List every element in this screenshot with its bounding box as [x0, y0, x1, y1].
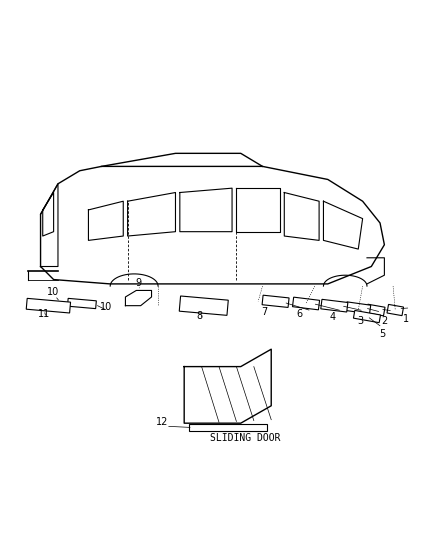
Text: SLIDING DOOR: SLIDING DOOR [210, 433, 280, 443]
Text: 1: 1 [403, 314, 409, 324]
Bar [179, 296, 228, 316]
Bar [26, 298, 71, 313]
Bar [262, 295, 289, 308]
Text: 4: 4 [329, 312, 335, 321]
Text: 3: 3 [357, 316, 364, 326]
Text: 6: 6 [297, 309, 303, 319]
Text: 9: 9 [135, 278, 141, 288]
Text: 7: 7 [261, 307, 268, 317]
Bar [188, 424, 267, 431]
Bar [387, 304, 403, 316]
Bar [353, 310, 381, 322]
Text: 5: 5 [379, 329, 385, 339]
Bar [346, 302, 371, 314]
Text: 10: 10 [100, 302, 112, 312]
Bar [293, 297, 320, 310]
Bar [366, 304, 385, 316]
Text: 12: 12 [156, 417, 169, 427]
Text: 2: 2 [381, 316, 388, 326]
Bar [321, 300, 348, 312]
Text: 10: 10 [46, 287, 59, 297]
Text: 8: 8 [196, 311, 202, 321]
Text: 11: 11 [38, 309, 50, 319]
Bar [67, 298, 96, 309]
